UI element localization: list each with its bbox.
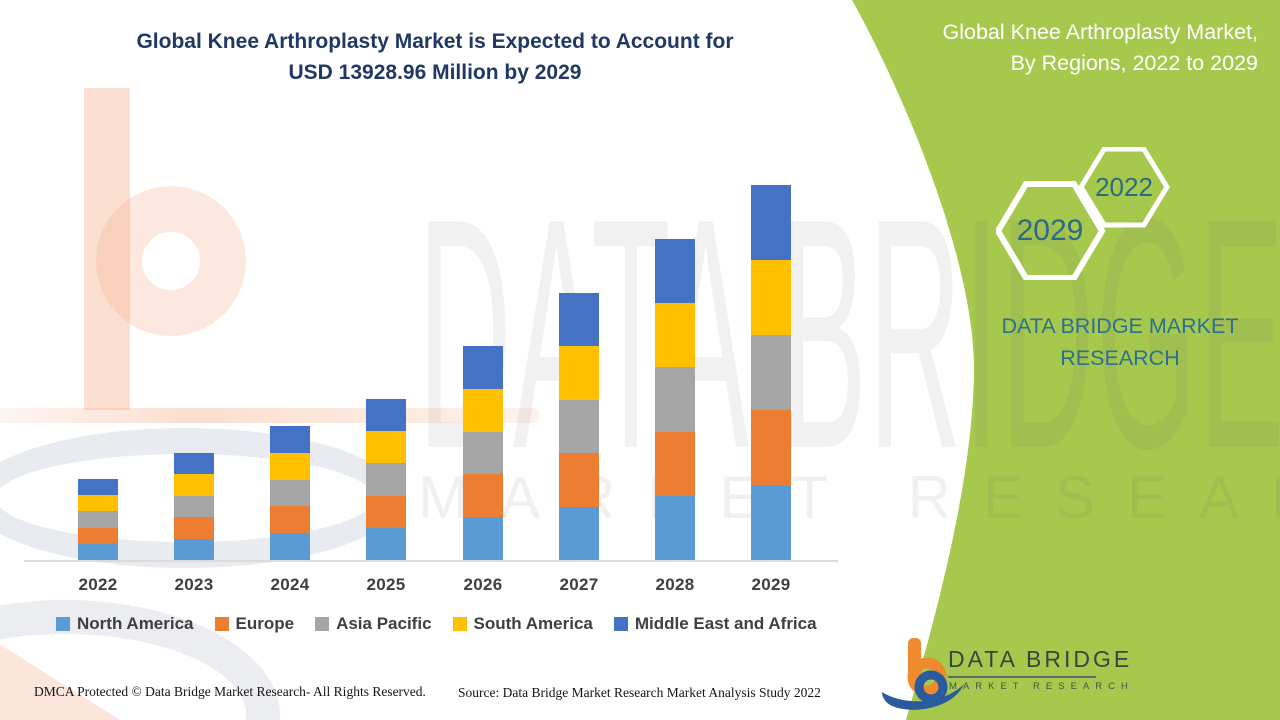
legend-item-europe: Europe <box>214 614 295 634</box>
legend-item-south-america: South America <box>452 614 593 634</box>
year-hexagons <box>996 147 1170 280</box>
bar-segment-2029-asia-pacific <box>751 335 791 410</box>
bar-segment-2023-middle-east-and-africa <box>174 453 214 475</box>
side-panel-title: Global Knee Arthroplasty Market, By Regi… <box>852 17 1268 79</box>
hexagon-year-2022: 2022 <box>1095 172 1153 202</box>
bar-segment-2024-europe <box>270 506 310 534</box>
bar-segment-2024-asia-pacific <box>270 479 310 507</box>
bar-segment-2025-asia-pacific <box>366 463 406 496</box>
bar-segment-2027-europe <box>559 453 599 507</box>
legend-label-north-america: North America <box>77 614 194 633</box>
bar-segment-2026-europe <box>463 474 503 518</box>
x-axis-label-2024: 2024 <box>270 575 310 594</box>
bar-2025 <box>366 399 406 560</box>
bar-segment-2027-north-america <box>559 506 599 560</box>
hexagon-2022-outline <box>1078 147 1170 228</box>
bar-2022 <box>78 479 118 560</box>
bar-segment-2024-south-america <box>270 452 310 480</box>
bar-segment-2023-asia-pacific <box>174 495 214 518</box>
chart-title: Global Knee Arthroplasty Market is Expec… <box>90 26 780 88</box>
x-axis-label-2029: 2029 <box>751 575 791 594</box>
legend-item-middle-east-and-africa: Middle East and Africa <box>613 614 817 634</box>
legend-label-middle-east-and-africa: Middle East and Africa <box>634 614 817 633</box>
logo-subtitle: MARKET RESEARCH <box>949 681 1134 692</box>
chart-title-line2: USD 13928.96 Million by 2029 <box>288 61 582 84</box>
bar-segment-2026-south-america <box>463 388 503 432</box>
bar-segment-2025-middle-east-and-africa <box>366 399 406 432</box>
x-axis-label-2022: 2022 <box>78 575 118 594</box>
legend-label-europe: Europe <box>235 614 295 633</box>
legend-swatch-south-america <box>452 617 467 631</box>
bar-segment-2029-north-america <box>751 485 791 560</box>
legend-swatch-middle-east-and-africa <box>613 617 628 631</box>
legend-label-asia-pacific: Asia Pacific <box>336 614 432 633</box>
logo-divider <box>948 676 1096 678</box>
chart-legend: North America Europe Asia Pacific South Ame… <box>56 614 817 634</box>
bar-segment-2029-middle-east-and-africa <box>751 185 791 260</box>
bar-segment-2025-north-america <box>366 527 406 560</box>
panel-brand-line1: DATA BRIDGE MARKET <box>1001 314 1239 338</box>
side-panel-title-line2: By Regions, 2022 to 2029 <box>1010 51 1258 75</box>
bar-2029 <box>751 185 791 560</box>
bar-segment-2029-south-america <box>751 260 791 335</box>
x-axis-label-2027: 2027 <box>559 575 599 594</box>
bar-segment-2028-europe <box>655 431 695 496</box>
bar-segment-2023-south-america <box>174 474 214 496</box>
bar-segment-2028-asia-pacific <box>655 367 695 432</box>
bar-segment-2027-asia-pacific <box>559 399 599 454</box>
legend-swatch-asia-pacific <box>315 617 330 631</box>
bar-segment-2023-north-america <box>174 538 214 560</box>
side-panel-title-line1: Global Knee Arthroplasty Market, <box>942 20 1259 44</box>
panel-brand-text: DATA BRIDGE MARKET RESEARCH <box>955 310 1280 374</box>
bar-segment-2028-north-america <box>655 495 695 560</box>
legend-swatch-europe <box>214 617 229 631</box>
bar-segment-2024-middle-east-and-africa <box>270 426 310 453</box>
bar-segment-2024-north-america <box>270 533 310 560</box>
source-note: Source: Data Bridge Market Research Mark… <box>458 685 821 700</box>
bar-segment-2022-europe <box>78 527 118 544</box>
legend-item-north-america: North America <box>56 614 194 634</box>
bar-segment-2026-asia-pacific <box>463 431 503 475</box>
bar-2023 <box>174 453 214 560</box>
dmca-notice: DMCA Protected © Data Bridge Market Rese… <box>34 684 426 699</box>
bar-2024 <box>270 426 310 560</box>
legend-swatch-north-america <box>56 617 70 631</box>
bar-segment-2028-south-america <box>655 303 695 368</box>
hexagon-2029-outline <box>996 181 1106 280</box>
x-axis-label-2026: 2026 <box>463 575 503 594</box>
chart-title-line1: Global Knee Arthroplasty Market is Expec… <box>136 30 734 53</box>
bar-segment-2023-europe <box>174 517 214 539</box>
panel-brand-line2: RESEARCH <box>1060 346 1180 370</box>
bar-segment-2025-europe <box>366 495 406 528</box>
bar-segment-2027-middle-east-and-africa <box>559 293 599 347</box>
bar-segment-2026-north-america <box>463 517 503 560</box>
x-axis-line <box>24 560 838 562</box>
bar-segment-2027-south-america <box>559 346 599 400</box>
x-axis-label-2023: 2023 <box>174 575 214 594</box>
bar-2028 <box>655 239 695 560</box>
x-axis-label-2028: 2028 <box>655 575 695 594</box>
bar-segment-2026-middle-east-and-africa <box>463 346 503 389</box>
bar-2026 <box>463 346 503 560</box>
bar-segment-2029-europe <box>751 410 791 485</box>
data-bridge-b-swoosh-icon <box>882 638 964 710</box>
bar-segment-2028-middle-east-and-africa <box>655 239 695 304</box>
bar-segment-2025-south-america <box>366 431 406 464</box>
legend-item-asia-pacific: Asia Pacific <box>315 614 432 634</box>
hexagon-year-2029: 2029 <box>1016 214 1084 247</box>
x-axis-label-2025: 2025 <box>366 575 406 594</box>
logo-title: DATA BRIDGE <box>948 646 1133 672</box>
bar-segment-2022-south-america <box>78 495 118 512</box>
bar-2027 <box>559 293 599 560</box>
bar-segment-2022-asia-pacific <box>78 511 118 528</box>
bar-segment-2022-middle-east-and-africa <box>78 479 118 496</box>
legend-label-south-america: South America <box>473 614 593 633</box>
bar-segment-2022-north-america <box>78 543 118 560</box>
